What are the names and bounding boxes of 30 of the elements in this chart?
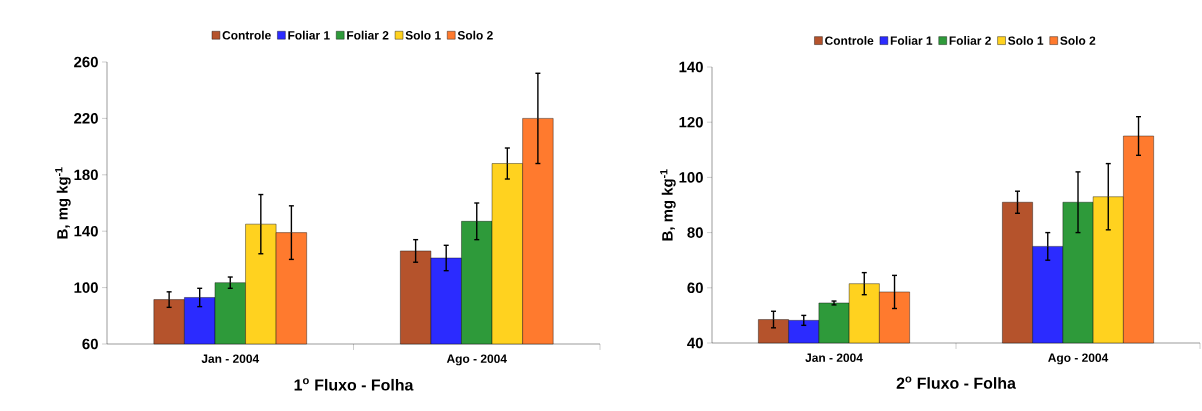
legend-label: Foliar 2 — [949, 36, 991, 45]
legend-label: Solo 2 — [457, 30, 493, 40]
text: 2$^{o}$ Fluxo - Folha — [896, 376, 1017, 389]
legend-label: Solo 1 — [1008, 36, 1044, 45]
y-tick-label: 140 — [74, 225, 98, 237]
y-tick-label: 100 — [74, 282, 98, 293]
y-axis-title: B, mg kg$^{-1}$ — [55, 167, 71, 239]
legend-label: Foliar 1 — [890, 36, 933, 45]
y-tick-label: 80 — [687, 227, 703, 238]
legend-label: Controle — [222, 30, 271, 40]
y-tick-label: 100 — [679, 172, 703, 183]
legend-label: Foliar 1 — [288, 30, 330, 40]
y-tick-label: 40 — [687, 337, 703, 349]
y-axis-title: B, mg kg$^{-1}$ — [660, 169, 676, 241]
y-tick-label: 260 — [74, 56, 98, 68]
y-tick-label: 140 — [679, 61, 703, 73]
text: 1$^{o}$ Fluxo - Folha — [294, 378, 414, 391]
x-tick-label: Jan - 2004 — [805, 353, 863, 362]
y-tick-label: 60 — [687, 282, 703, 294]
legend-label: Solo 2 — [1060, 36, 1096, 45]
legend-label: Foliar 2 — [347, 30, 389, 40]
y-tick-label: 180 — [74, 169, 98, 181]
legend-label: Solo 1 — [405, 30, 441, 40]
y-tick-label: 220 — [74, 113, 98, 124]
y-tick-label: 120 — [679, 116, 703, 128]
x-tick-label: Jan - 2004 — [201, 354, 260, 363]
x-tick-label: Ago - 2004 — [1048, 353, 1109, 365]
y-tick-label: 60 — [82, 338, 98, 350]
legend-label: Controle — [825, 36, 874, 45]
x-tick-label: Ago - 2004 — [446, 354, 507, 366]
